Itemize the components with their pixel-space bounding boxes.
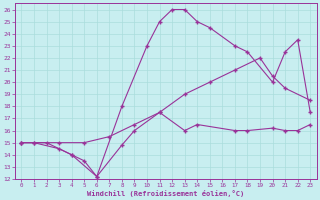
X-axis label: Windchill (Refroidissement éolien,°C): Windchill (Refroidissement éolien,°C) <box>87 190 244 197</box>
